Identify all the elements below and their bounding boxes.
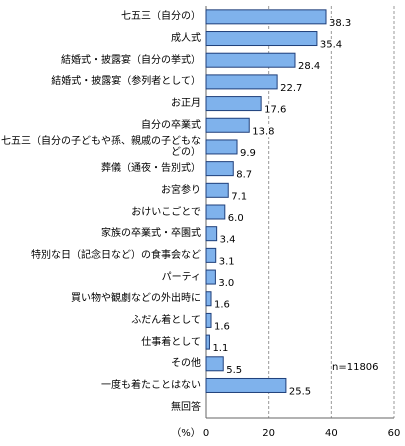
- value-label: 22.7: [280, 83, 302, 94]
- y-tick-label: おけいこごとで: [131, 206, 201, 218]
- value-label: 1.1: [212, 343, 228, 354]
- bar: [205, 52, 296, 68]
- bar: [205, 377, 287, 393]
- value-label: 3.4: [220, 235, 236, 246]
- y-tick-label: 自分の卒業式: [141, 119, 201, 131]
- value-label: 1.6: [214, 321, 230, 332]
- bar: [205, 182, 229, 198]
- y-tick-label: お宮参り: [161, 184, 201, 196]
- y-tick-label: お正月: [171, 98, 201, 110]
- y-tick-label: 成人式: [171, 33, 201, 45]
- value-label: 5.5: [226, 365, 242, 376]
- value-label: 1.6: [214, 300, 230, 311]
- value-label-bg: [217, 278, 236, 290]
- value-label: 35.4: [320, 40, 342, 51]
- value-label-bg: [213, 321, 231, 333]
- value-label: 9.9: [240, 148, 256, 159]
- bar: [205, 9, 327, 25]
- value-label: 7.1: [231, 191, 247, 202]
- value-label: 38.3: [329, 18, 351, 29]
- y-tick-label: 七五三（自分の子どもや孫、親戚の子どもなどの）: [1, 135, 201, 158]
- bar: [205, 139, 238, 155]
- value-label-bg: [218, 234, 237, 246]
- value-label-bg: [230, 191, 249, 203]
- y-tick-label: 一度も着たことはない: [101, 379, 201, 391]
- value-label: 6.0: [228, 213, 244, 224]
- bar: [205, 247, 217, 263]
- y-tick-label: 七五三（自分の）: [121, 11, 201, 23]
- value-label-bg: [287, 386, 313, 398]
- x-tick-label: 0: [203, 428, 209, 439]
- bar: [205, 269, 216, 285]
- value-label: 8.7: [236, 170, 252, 181]
- bar: [205, 31, 318, 47]
- annotation: n=11806: [332, 362, 379, 373]
- value-label: 13.8: [252, 126, 274, 137]
- y-tick-label: 買い物や観劇などの外出時に: [71, 293, 201, 305]
- value-label-bg: [251, 126, 276, 138]
- value-label-bg: [235, 169, 254, 181]
- value-label-bg: [213, 299, 231, 311]
- bar: [205, 161, 234, 177]
- y-tick-label: 家族の卒業式・卒園式: [101, 228, 201, 240]
- value-label-bg: [211, 343, 230, 355]
- value-label-bg: [217, 256, 236, 268]
- bar: [205, 204, 226, 220]
- x-tick-label: 40: [325, 428, 338, 439]
- x-tick-label: 60: [388, 428, 401, 439]
- value-label: 3.1: [219, 256, 235, 267]
- y-tick-label: 結婚式・披露宴（自分の挙式）: [61, 54, 201, 66]
- value-label: 28.4: [298, 61, 320, 72]
- value-label-bg: [225, 364, 244, 376]
- bar: [205, 117, 250, 133]
- bar: [205, 334, 210, 350]
- y-tick-label: ふだん着として: [131, 314, 201, 326]
- bar: [205, 74, 278, 90]
- value-label-bg: [239, 147, 257, 159]
- value-label: 3.0: [218, 278, 234, 289]
- value-label-bg: [328, 17, 353, 29]
- x-tick-label: 20: [262, 428, 275, 439]
- value-label: 17.6: [264, 105, 286, 116]
- bar: [205, 291, 212, 307]
- value-label-bg: [318, 39, 344, 51]
- value-label-bg: [263, 104, 288, 116]
- value-label: 25.5: [289, 386, 311, 397]
- y-tick-label: 結婚式・披露宴（参列者として）: [51, 76, 201, 88]
- bar: [205, 96, 262, 112]
- y-tick-label: パーティ: [161, 271, 201, 283]
- value-label-bg: [226, 213, 245, 224]
- y-tick-label: 葬儀（通夜・告別式）: [101, 163, 201, 175]
- bar: [205, 312, 212, 328]
- y-tick-label: その他: [171, 358, 201, 370]
- x-axis-label: （%）: [171, 427, 201, 439]
- bar: [205, 356, 224, 372]
- y-tick-label: 仕事着として: [141, 336, 201, 348]
- y-tick-label: 特別な日（記念日など）の食事会など: [31, 249, 201, 261]
- value-label-bg: [296, 61, 322, 73]
- y-tick-label: 無回答: [171, 401, 201, 413]
- bar: [205, 226, 218, 242]
- value-label-bg: [279, 82, 304, 94]
